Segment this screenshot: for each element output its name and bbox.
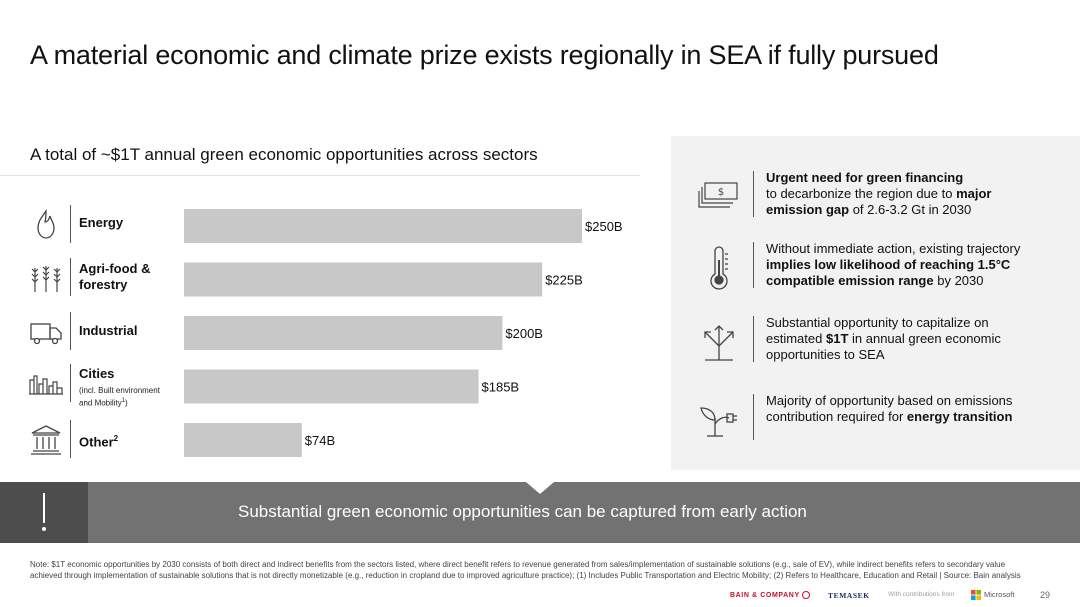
bar-value-label: $185B — [482, 380, 520, 395]
bar-energy — [184, 209, 582, 243]
point-divider — [753, 242, 754, 288]
sector-divider — [70, 258, 71, 296]
bar-cities — [184, 369, 479, 404]
sector-label: Other2 — [79, 434, 119, 450]
microsoft-logo-icon — [971, 590, 981, 600]
point-divider — [753, 171, 754, 217]
bar-industrial — [184, 316, 503, 350]
point-text: Urgent need for green financing to decarb… — [766, 170, 992, 217]
truck-icon — [30, 323, 62, 345]
bar-agri-food-forestry — [184, 262, 543, 297]
bar-value-label: $225B — [545, 273, 583, 288]
right-panel: $ Urgent need for green financing to deca… — [671, 136, 1080, 470]
point-text: Majority of opportunity based on emissio… — [766, 393, 1013, 424]
growth-arrows-icon — [704, 325, 734, 361]
plant-plug-icon — [700, 407, 737, 437]
city-icon — [29, 375, 63, 395]
point-emission-range: Without immediate action, existing traje… — [671, 241, 1080, 302]
bain-logo: BAIN & COMPANY — [730, 591, 810, 599]
exclamation-icon — [43, 493, 45, 523]
temasek-logo: TEMASEK — [828, 591, 870, 600]
point-green-financing: $ Urgent need for green financing to deca… — [671, 170, 1080, 231]
point-text: Substantial opportunity to capitalize on… — [766, 315, 1001, 362]
wheat-icon — [31, 266, 61, 292]
bar-other — [184, 423, 302, 457]
alert-box — [0, 482, 88, 543]
sector-divider — [70, 205, 71, 243]
bar-value-label: $74B — [305, 433, 335, 448]
banner-text: Substantial green economic opportunities… — [238, 502, 807, 521]
subtitle-divider — [0, 175, 640, 176]
bar-value-label: $200B — [505, 326, 543, 341]
sector-label: Energy — [79, 215, 124, 230]
contributions-text: With contributions from — [888, 591, 955, 598]
sector-label: Industrial — [79, 323, 138, 338]
flame-icon — [37, 208, 55, 239]
dollar-bill-icon: $ — [698, 182, 738, 208]
thermometer-icon — [710, 246, 728, 290]
banner-notch — [526, 482, 554, 494]
sector-note: (incl. Built environment and Mobility1) — [79, 386, 160, 408]
sector-label: Agri-food & forestry — [79, 261, 151, 292]
footnote: Note: $1T economic opportunities by 2030… — [30, 560, 1021, 580]
slide-title: A material economic and climate prize ex… — [30, 40, 939, 70]
page-number: 29 — [1040, 590, 1051, 600]
bar-chart: $250B $225B $200B $185B $74B — [184, 209, 623, 457]
point-text: Without immediate action, existing traje… — [766, 241, 1021, 288]
exclamation-dot — [42, 527, 46, 531]
svg-text:$: $ — [718, 187, 724, 198]
bank-building-icon — [31, 425, 61, 455]
bar-value-label: $250B — [585, 219, 623, 234]
sector-divider — [70, 420, 71, 458]
sector-divider — [70, 312, 71, 350]
sector-label: Cities — [79, 366, 115, 381]
point-energy-transition: Majority of opportunity based on emissio… — [671, 393, 1080, 454]
point-divider — [753, 316, 754, 362]
microsoft-text: Microsoft — [984, 590, 1015, 599]
point-divider — [753, 394, 754, 440]
sector-divider — [70, 364, 71, 402]
chart-subtitle: A total of ~$1T annual green economic op… — [30, 145, 538, 164]
point-opportunity: Substantial opportunity to capitalize on… — [671, 315, 1080, 376]
